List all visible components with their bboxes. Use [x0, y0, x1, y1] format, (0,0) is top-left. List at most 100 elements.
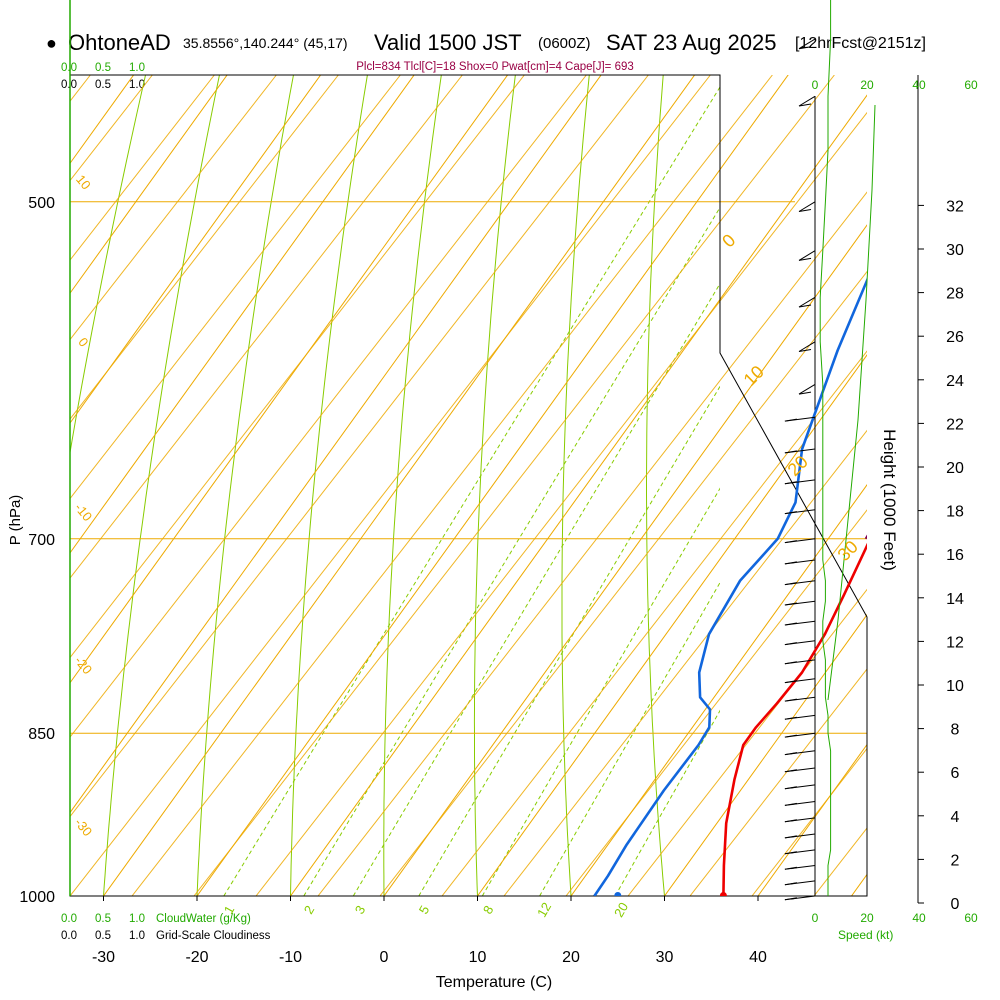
isotherm-line [0, 0, 168, 896]
top-cloudwater-scale: 0.0 0.5 1.0 [61, 62, 145, 74]
mixing-ratio-label: 2 [301, 903, 318, 917]
height-tick-label: 22 [946, 416, 964, 433]
wind-barb [784, 732, 816, 738]
cloudwater-top-tick: 1.0 [129, 62, 145, 74]
wind-barb-flag [784, 680, 797, 684]
height-tick-label: 24 [946, 373, 964, 390]
speed-axis-label: Speed (kt) [838, 928, 893, 942]
mixing-ratio-line [352, 282, 720, 896]
height-axis-label: Height (1000 Feet) [880, 429, 899, 571]
wind-barb-flag [784, 511, 797, 515]
isotherm-crossline [70, 75, 463, 579]
wind-barb [798, 383, 816, 395]
site-coords: 35.8556°,140.244° (45,17) [183, 35, 348, 51]
isotherm-crossline [70, 75, 215, 261]
speed-tick-bottom: 60 [964, 911, 978, 925]
dry-adiabat-line [70, 75, 147, 456]
wind-barb-staff [798, 296, 816, 308]
isotherm-crossline [70, 75, 649, 818]
cloudiness-top-tick: 1.0 [129, 79, 145, 91]
pressure-axis: 2503004005007008501000 [19, 195, 55, 906]
wind-barb [784, 833, 816, 839]
x-axis-label: Temperature (C) [436, 974, 552, 991]
cloudiness-bottom-tick: 0.0 [61, 930, 77, 942]
cloudwater-bottom-tick: 0.0 [61, 913, 77, 925]
dry-adiabat-line [646, 75, 665, 896]
height-tick-label: 26 [946, 329, 964, 346]
wind-barb-flag [784, 661, 797, 665]
wind-barb [798, 201, 816, 212]
valid-time: Valid 1500 JST [374, 30, 522, 55]
wind-barb-flag [784, 734, 797, 738]
wind-barb-staff [798, 38, 816, 50]
dry-adiabat-line [473, 75, 516, 896]
temperature-trace [722, 542, 867, 896]
wind-barbs [784, 38, 816, 901]
sounding-traces [593, 277, 867, 896]
wind-barb-halfflag [790, 602, 797, 605]
dry-adiabat-line [959, 0, 1000, 896]
wind-barb [798, 95, 816, 107]
cloudwater-top-tick: 0.5 [95, 62, 111, 74]
wind-barb [784, 538, 816, 544]
wind-barb-flag [784, 540, 797, 544]
isotherm-crossline [565, 509, 867, 896]
cloudiness-bottom-tick: 0.5 [95, 930, 111, 942]
height-tick-label: 6 [951, 765, 960, 782]
height-tick-label: 30 [946, 242, 964, 259]
wind-barb-halfflag [790, 582, 797, 585]
wind-barb [784, 448, 816, 454]
top-cloudiness-scale: 0.0 0.5 1.0 [61, 79, 145, 91]
isotherm-label: -30 [72, 815, 96, 839]
wind-barb-halfflag [790, 867, 797, 870]
speed-tick-bottom: 0 [812, 911, 819, 925]
temperature-axis: -30 -20 -10 0 10 20 30 40 [92, 896, 767, 966]
wind-barb [784, 767, 816, 773]
isotherms [0, 0, 867, 896]
wind-barb [784, 750, 816, 756]
temperature-tick-label: 10 [469, 949, 487, 966]
wind-barb-flag [784, 716, 797, 720]
wind-barb-flag [798, 103, 812, 107]
isotherm-crossline [70, 75, 711, 896]
dry-adiabat-line [290, 75, 368, 896]
mixing-ratio-label: 8 [480, 903, 497, 917]
isotherm-crossline [193, 75, 835, 896]
wind-barb-flag [798, 209, 812, 212]
isotherm-crossline [70, 75, 587, 738]
wind-barb-halfflag [790, 882, 797, 885]
valid-date: SAT 23 Aug 2025 [606, 30, 776, 55]
speed-tick-top: 20 [860, 78, 874, 92]
wind-barb-halfflag [790, 769, 797, 772]
wind-speed-line [819, 0, 832, 896]
wind-barb [784, 696, 816, 702]
mixing-ratio-line [223, 86, 720, 896]
height-tick-label: 20 [946, 460, 964, 477]
wind-barb [784, 865, 816, 870]
mixing-ratio-line [614, 709, 720, 896]
height-tick-label: 0 [951, 896, 960, 913]
temperature-tick-label: 40 [749, 949, 767, 966]
wind-barb-flag [798, 304, 812, 308]
wind-barb-halfflag [790, 851, 797, 854]
wind-barb-halfflag [790, 897, 797, 900]
wind-barb-flag [784, 622, 797, 626]
wind-barb [784, 580, 816, 586]
isotherm-line [70, 75, 415, 554]
isotherm-crossline [70, 75, 401, 500]
bottom-cloudiness-scale: 0.0 0.5 1.0 Grid-Scale Cloudiness [61, 930, 271, 942]
isotherm-crossline [70, 75, 153, 182]
wind-barb [784, 817, 816, 823]
dry-adiabat-line [196, 75, 294, 896]
wind-barb-staff [798, 341, 816, 352]
wind-barb-halfflag [790, 752, 797, 755]
speed-tick-top: 40 [912, 78, 926, 92]
wind-barb [784, 416, 816, 422]
isotherm-label: 10 [740, 362, 768, 390]
isotherm-crossline [627, 588, 867, 896]
mixing-ratio-line [481, 487, 720, 896]
surface-temperature-marker [719, 892, 727, 896]
isotherm-line [477, 354, 867, 896]
wind-barb-flag [784, 418, 797, 422]
speed-tick-bottom: 40 [912, 911, 926, 925]
